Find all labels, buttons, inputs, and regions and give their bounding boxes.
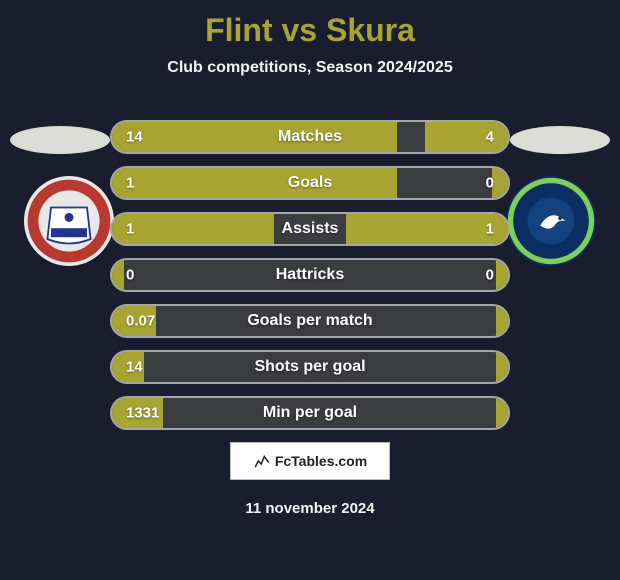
stat-value-right: 4 <box>486 129 494 146</box>
stat-label: Min per goal <box>112 404 508 422</box>
stat-value-left: 1 <box>126 175 134 192</box>
stat-label: Goals <box>112 174 508 192</box>
stat-value-left: 1 <box>126 221 134 238</box>
stat-label: Goals per match <box>112 312 508 330</box>
stat-row: Min per goal1331 <box>110 396 510 430</box>
player-silhouette-right <box>510 126 610 154</box>
stat-row: Shots per goal14 <box>110 350 510 384</box>
page-subtitle: Club competitions, Season 2024/2025 <box>0 59 620 77</box>
fctables-logo: FcTables.com <box>230 442 390 480</box>
player-silhouette-left <box>10 126 110 154</box>
stat-row: Goals per match0.07 <box>110 304 510 338</box>
stat-row: Assists1 1 <box>110 212 510 246</box>
team-crest-right <box>506 176 596 266</box>
logo-text: FcTables.com <box>275 453 367 469</box>
stat-value-left: 0 <box>126 267 134 284</box>
stat-row: Matches14 4 <box>110 120 510 154</box>
stat-row: Hattricks0 0 <box>110 258 510 292</box>
stat-row: Goals1 0 <box>110 166 510 200</box>
stat-value-right: 1 <box>486 221 494 238</box>
page-title: Flint vs Skura <box>0 0 620 49</box>
stat-value-left: 1331 <box>126 405 159 422</box>
stat-label: Hattricks <box>112 266 508 284</box>
date-text: 11 november 2024 <box>0 500 620 517</box>
team-crest-left <box>24 176 114 266</box>
stat-value-left: 0.07 <box>126 313 155 330</box>
stat-value-right: 0 <box>486 267 494 284</box>
stat-label: Assists <box>112 220 508 238</box>
stat-value-left: 14 <box>126 129 143 146</box>
stat-value-left: 14 <box>126 359 143 376</box>
stat-label: Matches <box>112 128 508 146</box>
stat-value-right: 0 <box>486 175 494 192</box>
comparison-bars: Matches144Goals10Assists11Hattricks00Goa… <box>110 120 510 442</box>
stat-label: Shots per goal <box>112 358 508 376</box>
